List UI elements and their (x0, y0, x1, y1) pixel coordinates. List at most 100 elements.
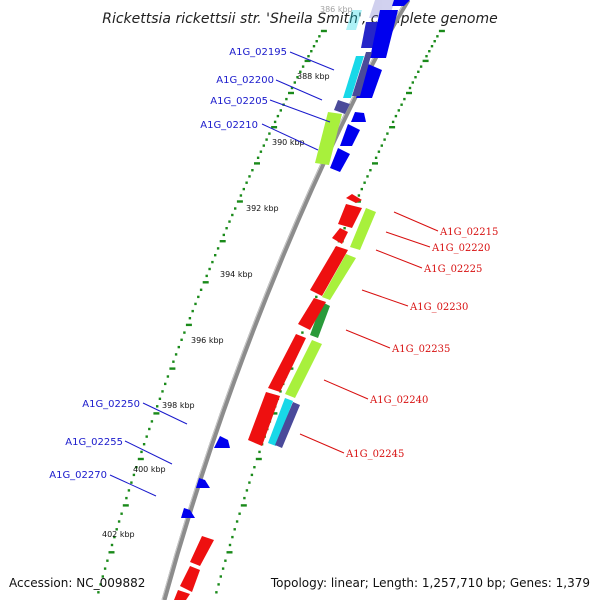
gene-label-left[interactable]: A1G_02195 (229, 47, 287, 58)
cog-block[interactable] (334, 100, 350, 114)
cds-reverse-track (174, 194, 362, 600)
gene-label-right[interactable]: A1G_02220 (431, 243, 490, 254)
track-dot (411, 81, 414, 84)
cds-reverse-block[interactable] (190, 536, 214, 566)
track-dot (301, 65, 305, 68)
track-dot (153, 412, 160, 415)
cds-reverse-block[interactable] (338, 204, 362, 228)
track-dot (216, 247, 220, 250)
cds-reverse-block[interactable] (346, 194, 362, 203)
gene-label-left[interactable]: A1G_02205 (210, 96, 268, 107)
backbone (161, 0, 411, 600)
track-dot (320, 29, 327, 33)
track-dot (262, 144, 265, 147)
track-dot (215, 591, 218, 594)
track-dot (238, 512, 241, 515)
track-dot (357, 194, 361, 197)
left-leaders (109, 51, 335, 497)
cds-reverse-block[interactable] (332, 228, 348, 244)
track-dot (343, 227, 346, 230)
scale-label: 394 kbp (220, 270, 253, 279)
cds-reverse-block[interactable] (248, 392, 280, 446)
track-dot (110, 543, 114, 547)
cds-forward-block[interactable] (214, 436, 230, 448)
cds-forward-block[interactable] (181, 508, 195, 518)
track-dot (400, 103, 403, 106)
cds-forward-block[interactable] (392, 0, 410, 6)
cog-block[interactable] (285, 340, 322, 398)
cog-block[interactable] (322, 254, 356, 300)
scale-label: 400 kbp (133, 465, 166, 474)
track-dot (205, 274, 208, 278)
track-dot (231, 213, 234, 217)
track-dot (191, 309, 194, 313)
cds-forward-block[interactable] (356, 64, 382, 98)
track-dot (425, 55, 428, 58)
gene-label-left[interactable]: A1G_02250 (82, 399, 140, 410)
track-dot (240, 504, 247, 507)
track-dot (258, 450, 261, 454)
cds-reverse-block[interactable] (268, 334, 306, 392)
track-dot (307, 55, 310, 58)
track-dot (299, 70, 302, 73)
track-dot (419, 65, 423, 68)
cds-reverse-block[interactable] (180, 566, 200, 592)
gene-label-right[interactable]: A1G_02235 (391, 344, 450, 355)
track-dot (226, 551, 233, 554)
gene-label-left[interactable]: A1G_02210 (200, 120, 258, 131)
track-dot (245, 181, 248, 184)
track-dot (315, 40, 318, 43)
cog-block[interactable] (275, 402, 300, 448)
cds-forward-block[interactable] (330, 148, 350, 172)
track-dot (174, 353, 178, 356)
track-dot (161, 390, 164, 393)
track-dot (406, 91, 412, 95)
gene-label-right[interactable]: A1G_02225 (423, 264, 482, 275)
track-dot (140, 450, 143, 454)
track-dot (254, 162, 260, 165)
cog-block[interactable] (350, 208, 376, 250)
cog-block[interactable] (343, 56, 364, 98)
cds-forward-block[interactable] (340, 124, 360, 146)
track-dot (194, 302, 197, 306)
track-dot (310, 50, 313, 53)
track-dot (234, 207, 237, 210)
track-dot (377, 150, 381, 153)
gene-label-right[interactable]: A1G_02230 (409, 302, 468, 313)
track-dot (394, 114, 398, 118)
cog-block[interactable] (352, 52, 372, 96)
gene-label-right[interactable]: A1G_02245 (345, 449, 404, 460)
track-dot (372, 162, 378, 165)
track-dot (366, 175, 369, 178)
track-dot (106, 559, 109, 562)
cds-reverse-block[interactable] (310, 246, 348, 296)
cds-forward-block[interactable] (196, 478, 210, 488)
accession-text: Accession: NC_009882 (9, 576, 145, 590)
cds-forward-block[interactable] (370, 10, 398, 58)
track-dot (122, 504, 129, 507)
track-dot (296, 76, 299, 79)
track-dot (408, 86, 412, 90)
right-gene-labels: A1G_02215 A1G_02220 A1G_02225 A1G_02230 … (345, 227, 498, 460)
cds-reverse-block[interactable] (298, 298, 326, 330)
track-dot (199, 288, 203, 291)
gene-label-left[interactable]: A1G_02270 (49, 470, 107, 481)
track-dot (360, 187, 363, 191)
gene-label-right[interactable]: A1G_02215 (439, 227, 498, 238)
cds-reverse-block[interactable] (174, 590, 190, 600)
track-dot (271, 412, 278, 415)
cog-block[interactable] (315, 112, 342, 165)
gene-label-left[interactable]: A1G_02255 (65, 437, 123, 448)
gene-label-right[interactable]: A1G_02240 (369, 395, 428, 406)
cog-block[interactable] (268, 398, 293, 446)
track-dot (250, 473, 254, 477)
track-dot (422, 59, 429, 63)
scale-label: 392 kbp (246, 204, 279, 213)
scale-label: 388 kbp (297, 72, 330, 81)
track-dot (117, 520, 121, 523)
gene-label-left[interactable]: A1G_02200 (216, 75, 274, 86)
cds-forward-block[interactable] (351, 112, 366, 122)
cog-block[interactable] (310, 302, 330, 338)
track-dot (228, 543, 232, 547)
track-dot (180, 338, 183, 341)
